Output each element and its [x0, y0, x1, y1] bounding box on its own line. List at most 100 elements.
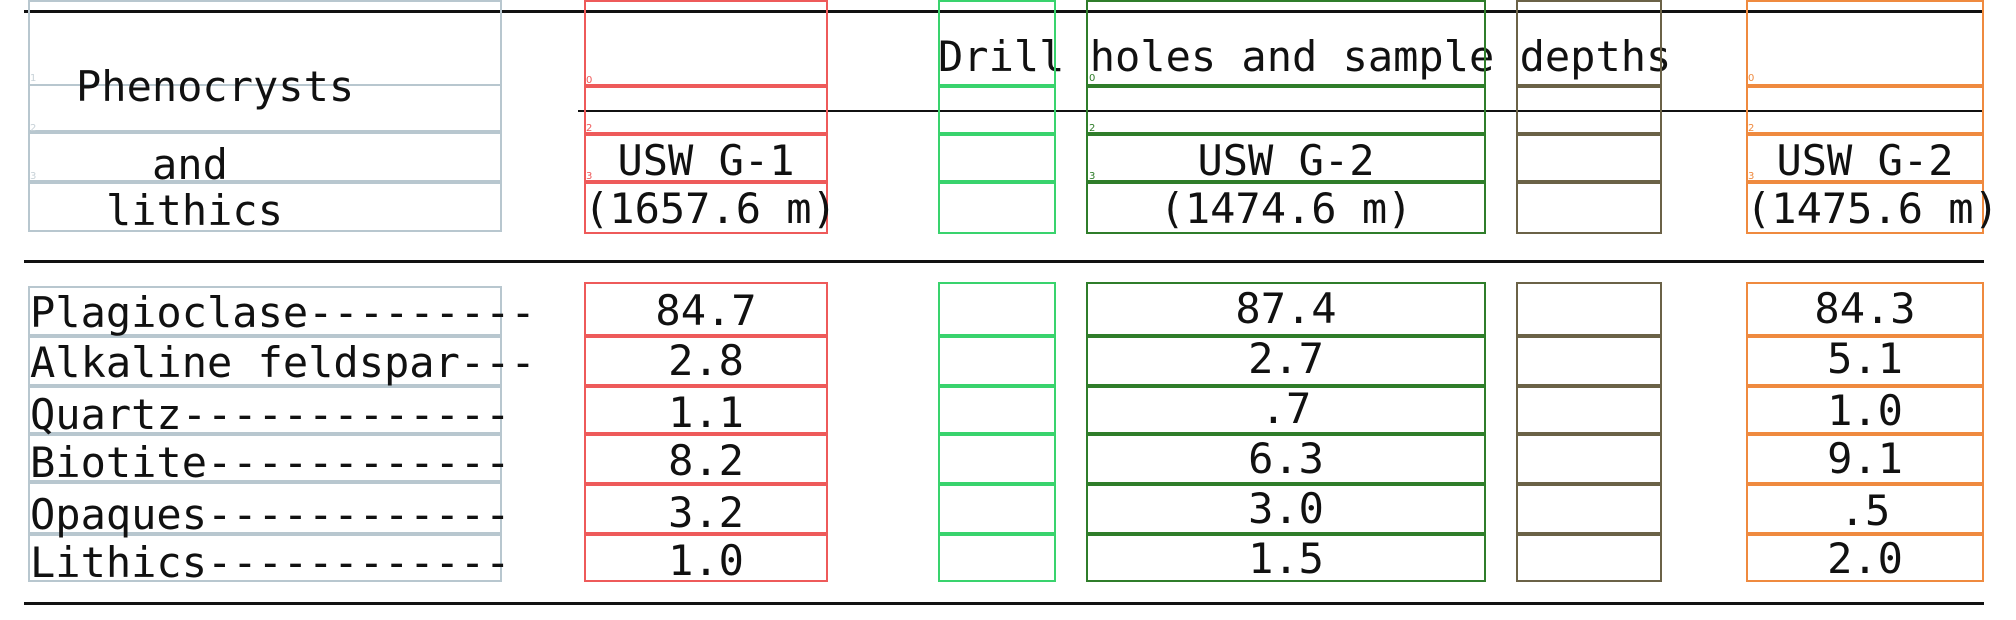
row-label-quartz: Quartz-------------	[30, 390, 511, 439]
cell-box-col2-row6	[1086, 534, 1486, 582]
marker-0: 1	[30, 73, 37, 84]
bottom-rule	[24, 602, 1984, 605]
value-col2-row2: 2.7	[1248, 334, 1324, 383]
col2-header-box-d	[1086, 182, 1486, 234]
blank-col-a-header	[938, 0, 1056, 86]
header-bottom-rule	[24, 260, 1984, 263]
value-col2-row5: 3.0	[1248, 484, 1324, 533]
col2-header-box-c	[1086, 134, 1486, 182]
cell-box-col1-row3	[584, 386, 828, 434]
cell-box-col1-row6	[584, 534, 828, 582]
cell-box-col3-row4	[1746, 434, 1984, 484]
stub-header-box-row2	[28, 132, 502, 182]
stub-header-box-row1	[28, 84, 502, 132]
value-col3-row1: 84.3	[1814, 284, 1916, 333]
blank-col-a-row3	[938, 386, 1056, 434]
row-box-alkaline-feldspar	[28, 336, 502, 386]
col2-header-box-a	[1086, 0, 1486, 86]
blank-col-a-header2	[938, 86, 1056, 134]
col2-header-box-b	[1086, 86, 1486, 134]
blank-col-a-header3	[938, 134, 1056, 182]
marker-7: 2	[1089, 123, 1096, 134]
blank-col-b-row2	[1516, 336, 1662, 386]
marker-6: 0	[1089, 73, 1096, 84]
value-col3-row5: .5	[1839, 486, 1891, 535]
col3-header-box-c	[1746, 134, 1984, 182]
cell-box-col1-row5	[584, 484, 828, 534]
value-col1-row3: 1.1	[668, 388, 744, 437]
spanner-heading: Drill holes and sample depths	[938, 32, 1672, 81]
col2-header-line2: (1474.6 m)	[1159, 184, 1413, 233]
row-label-lithics: Lithics------------	[30, 538, 511, 587]
col1-header-line2: (1657.6 m)	[584, 184, 837, 233]
marker-5: 3	[586, 171, 593, 182]
cell-box-col1-row2	[584, 336, 828, 386]
value-col2-row4: 6.3	[1248, 434, 1324, 483]
blank-col-b-row4	[1516, 434, 1662, 484]
top-rule	[24, 10, 1984, 13]
col3-header-line1: USW G-2	[1776, 136, 1954, 185]
cell-box-col1-row1	[584, 282, 828, 336]
cell-box-col2-row5	[1086, 484, 1486, 534]
cell-box-col2-row1	[1086, 282, 1486, 336]
blank-col-b-header-b	[1516, 86, 1662, 134]
cell-box-col3-row3	[1746, 386, 1984, 434]
value-col1-row1: 84.7	[655, 286, 757, 335]
blank-col-b-row6	[1516, 534, 1662, 582]
stub-header-line3: lithics	[106, 186, 284, 235]
marker-11: 3	[1748, 171, 1755, 182]
col1-header-box-a	[584, 0, 828, 86]
row-label-opaques: Opaques------------	[30, 490, 511, 539]
col3-header-line2: (1475.6 m)	[1746, 184, 1999, 233]
value-col1-row2: 2.8	[668, 336, 744, 385]
cell-box-col2-row3	[1086, 386, 1486, 434]
marker-8: 3	[1089, 171, 1096, 182]
cell-box-col1-row4	[584, 434, 828, 484]
marker-2: 3	[30, 171, 37, 182]
value-col2-row3: .7	[1260, 384, 1312, 433]
col3-header-box-b	[1746, 86, 1984, 134]
row-box-plagioclase	[28, 286, 502, 336]
stub-header-line1: Phenocrysts	[76, 62, 355, 111]
blank-col-b-row3	[1516, 386, 1662, 434]
blank-col-a-row4	[938, 434, 1056, 484]
blank-col-a-row6	[938, 534, 1056, 582]
row-label-plagioclase: Plagioclase---------	[30, 288, 536, 337]
value-col1-row4: 8.2	[668, 436, 744, 485]
spanner-rule	[578, 110, 1984, 112]
value-col3-row6: 2.0	[1827, 534, 1903, 583]
cell-box-col2-row4	[1086, 434, 1486, 484]
cell-box-col2-row2	[1086, 336, 1486, 386]
marker-4: 2	[586, 123, 593, 134]
blank-col-b-header-d	[1516, 182, 1662, 234]
marker-1: 2	[30, 123, 37, 134]
value-col3-row2: 5.1	[1827, 334, 1903, 383]
row-box-quartz	[28, 386, 502, 434]
value-col3-row3: 1.0	[1827, 386, 1903, 435]
cell-box-col3-row1	[1746, 282, 1984, 336]
blank-col-b-header-c	[1516, 134, 1662, 182]
blank-col-a-row5	[938, 484, 1056, 534]
blank-col-a-header4	[938, 182, 1056, 234]
value-col2-row1: 87.4	[1235, 284, 1337, 333]
cell-box-col3-row5	[1746, 484, 1984, 534]
stub-header-line2: and	[152, 140, 228, 189]
col1-header-box-b	[584, 86, 828, 134]
row-box-opaques	[28, 482, 502, 534]
value-col2-row6: 1.5	[1248, 534, 1324, 583]
stub-header-box-row3	[28, 182, 502, 232]
blank-col-b-header-a	[1516, 0, 1662, 86]
row-box-lithics	[28, 534, 502, 582]
blank-col-b-row5	[1516, 484, 1662, 534]
value-col1-row6: 1.0	[668, 536, 744, 585]
row-label-biotite: Biotite------------	[30, 438, 511, 487]
col1-header-box-d	[584, 182, 828, 234]
col3-header-box-a	[1746, 0, 1984, 86]
value-col3-row4: 9.1	[1827, 434, 1903, 483]
cell-box-col3-row6	[1746, 534, 1984, 582]
blank-col-b-row1	[1516, 282, 1662, 336]
marker-9: 0	[1748, 73, 1755, 84]
value-col1-row5: 3.2	[668, 488, 744, 537]
blank-col-a-row1	[938, 282, 1056, 336]
marker-3: 0	[586, 75, 593, 86]
